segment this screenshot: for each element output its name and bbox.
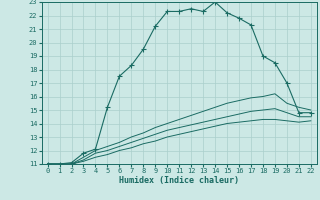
X-axis label: Humidex (Indice chaleur): Humidex (Indice chaleur) — [119, 176, 239, 185]
